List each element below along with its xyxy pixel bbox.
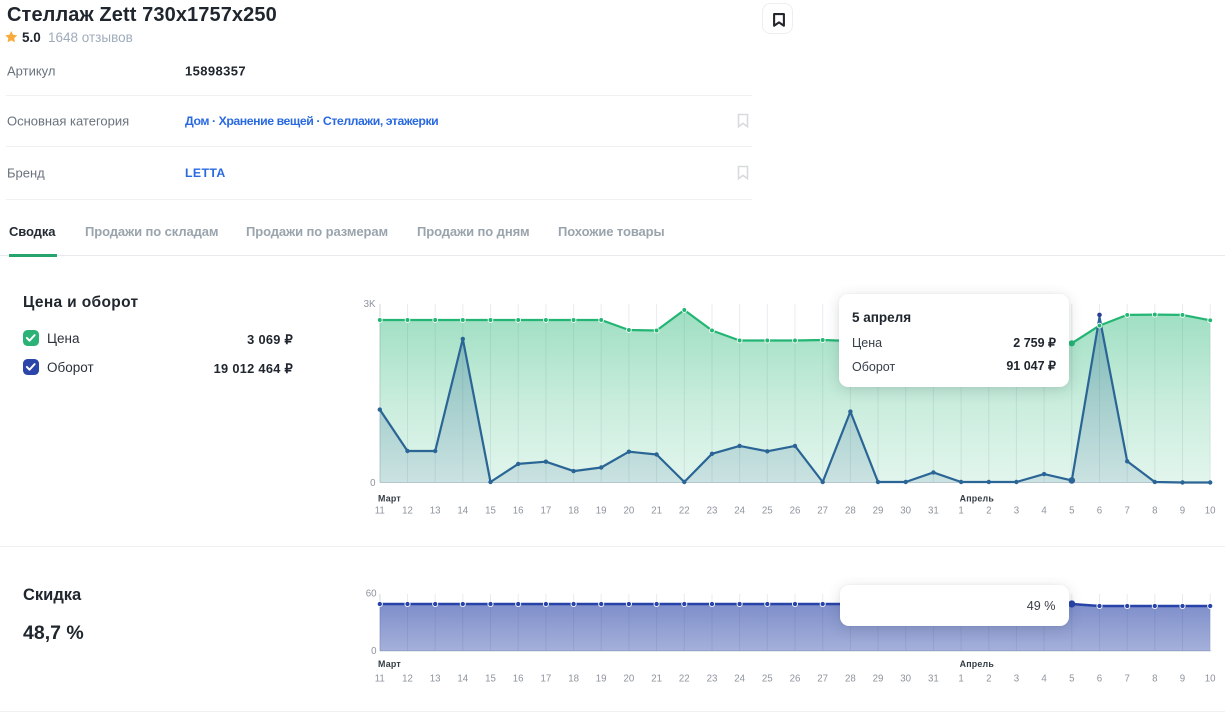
svg-text:28: 28 bbox=[845, 673, 856, 684]
svg-text:21: 21 bbox=[651, 673, 662, 684]
svg-text:20: 20 bbox=[624, 505, 635, 516]
svg-text:31: 31 bbox=[928, 505, 939, 516]
svg-text:31: 31 bbox=[928, 673, 939, 684]
svg-text:29: 29 bbox=[873, 505, 884, 516]
svg-text:Апрель: Апрель bbox=[960, 659, 995, 669]
svg-text:9: 9 bbox=[1180, 505, 1185, 516]
svg-text:4: 4 bbox=[1041, 673, 1047, 684]
svg-text:3K: 3K bbox=[364, 299, 376, 310]
svg-text:13: 13 bbox=[430, 505, 441, 516]
svg-text:60: 60 bbox=[366, 589, 377, 600]
svg-text:23: 23 bbox=[707, 673, 718, 684]
svg-text:18: 18 bbox=[568, 505, 579, 516]
svg-text:3: 3 bbox=[1014, 673, 1019, 684]
svg-text:30: 30 bbox=[900, 673, 911, 684]
svg-text:9: 9 bbox=[1180, 673, 1185, 684]
svg-text:Март: Март bbox=[378, 494, 401, 504]
svg-text:Апрель: Апрель bbox=[960, 494, 995, 504]
svg-text:14: 14 bbox=[457, 505, 468, 516]
svg-text:25: 25 bbox=[762, 505, 773, 516]
svg-text:1: 1 bbox=[958, 673, 963, 684]
svg-text:15: 15 bbox=[485, 505, 496, 516]
svg-text:19: 19 bbox=[596, 505, 607, 516]
svg-text:20: 20 bbox=[624, 673, 635, 684]
svg-text:25: 25 bbox=[762, 673, 773, 684]
svg-text:24: 24 bbox=[734, 505, 745, 516]
svg-text:26: 26 bbox=[790, 505, 801, 516]
svg-text:22: 22 bbox=[679, 505, 690, 516]
svg-text:29: 29 bbox=[873, 673, 884, 684]
svg-text:7: 7 bbox=[1125, 505, 1130, 516]
svg-text:21: 21 bbox=[651, 505, 662, 516]
svg-text:2: 2 bbox=[986, 505, 991, 516]
svg-text:12: 12 bbox=[402, 673, 413, 684]
svg-text:13: 13 bbox=[430, 673, 441, 684]
svg-text:10: 10 bbox=[1205, 505, 1216, 516]
svg-text:8: 8 bbox=[1152, 505, 1157, 516]
svg-text:6: 6 bbox=[1097, 505, 1102, 516]
svg-text:24: 24 bbox=[734, 673, 745, 684]
svg-text:8: 8 bbox=[1152, 673, 1157, 684]
svg-text:4: 4 bbox=[1041, 505, 1047, 516]
svg-text:17: 17 bbox=[541, 673, 552, 684]
svg-text:Март: Март bbox=[378, 659, 401, 669]
svg-text:22: 22 bbox=[679, 673, 690, 684]
svg-text:19: 19 bbox=[596, 673, 607, 684]
svg-text:2: 2 bbox=[986, 673, 991, 684]
svg-text:23: 23 bbox=[707, 505, 718, 516]
svg-text:14: 14 bbox=[457, 673, 468, 684]
svg-text:27: 27 bbox=[817, 505, 828, 516]
svg-text:18: 18 bbox=[568, 673, 579, 684]
svg-text:12: 12 bbox=[402, 505, 413, 516]
svg-text:1: 1 bbox=[958, 505, 963, 516]
svg-text:11: 11 bbox=[375, 505, 385, 516]
svg-text:28: 28 bbox=[845, 505, 856, 516]
svg-text:30: 30 bbox=[900, 505, 911, 516]
svg-text:15: 15 bbox=[485, 673, 496, 684]
svg-text:27: 27 bbox=[817, 673, 828, 684]
svg-text:16: 16 bbox=[513, 505, 524, 516]
svg-text:7: 7 bbox=[1125, 673, 1130, 684]
svg-text:10: 10 bbox=[1205, 673, 1216, 684]
svg-text:5: 5 bbox=[1069, 673, 1074, 684]
svg-text:0: 0 bbox=[371, 646, 377, 657]
svg-text:0: 0 bbox=[370, 478, 376, 489]
svg-text:17: 17 bbox=[541, 505, 552, 516]
svg-text:16: 16 bbox=[513, 673, 524, 684]
svg-text:5: 5 bbox=[1069, 505, 1074, 516]
svg-text:3: 3 bbox=[1014, 505, 1019, 516]
svg-text:6: 6 bbox=[1097, 673, 1102, 684]
svg-text:11: 11 bbox=[375, 673, 385, 684]
svg-text:26: 26 bbox=[790, 673, 801, 684]
